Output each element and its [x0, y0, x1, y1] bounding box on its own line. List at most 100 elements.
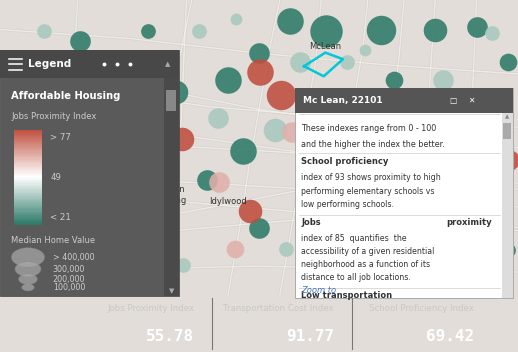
- Point: [39, 167, 47, 173]
- FancyBboxPatch shape: [14, 191, 42, 193]
- Point: [89, 89, 97, 94]
- Text: ▲: ▲: [505, 114, 509, 119]
- Point: [111, 197, 120, 202]
- FancyBboxPatch shape: [14, 188, 42, 189]
- Point: [76, 39, 84, 44]
- FancyBboxPatch shape: [14, 208, 42, 209]
- FancyBboxPatch shape: [14, 219, 42, 220]
- FancyBboxPatch shape: [14, 165, 42, 167]
- Point: [348, 109, 356, 115]
- Point: [239, 148, 248, 153]
- FancyBboxPatch shape: [14, 166, 42, 168]
- Point: [23, 246, 32, 252]
- Text: low performing schools.: low performing schools.: [301, 200, 394, 209]
- FancyBboxPatch shape: [14, 157, 42, 158]
- FancyBboxPatch shape: [14, 142, 42, 143]
- Text: 300,000: 300,000: [53, 265, 85, 274]
- Point: [256, 69, 264, 75]
- FancyBboxPatch shape: [14, 220, 42, 221]
- FancyBboxPatch shape: [14, 146, 42, 148]
- Point: [505, 157, 513, 163]
- Text: Low transportation: Low transportation: [301, 291, 392, 300]
- Point: [282, 246, 291, 252]
- Text: < 21: < 21: [50, 213, 71, 222]
- Text: and the higher the index the better.: and the higher the index the better.: [301, 140, 445, 149]
- FancyBboxPatch shape: [501, 113, 513, 298]
- FancyBboxPatch shape: [14, 199, 42, 200]
- Point: [474, 120, 482, 126]
- Point: [493, 95, 501, 100]
- FancyBboxPatch shape: [14, 134, 42, 136]
- Text: > 77: > 77: [50, 133, 71, 142]
- FancyBboxPatch shape: [14, 149, 42, 150]
- Text: Median Home Value: Median Home Value: [11, 237, 95, 245]
- Text: Legend: Legend: [28, 59, 71, 69]
- Point: [270, 127, 279, 133]
- Point: [277, 92, 285, 98]
- FancyBboxPatch shape: [503, 123, 511, 139]
- Point: [246, 209, 254, 214]
- FancyBboxPatch shape: [0, 50, 179, 78]
- Point: [358, 237, 367, 242]
- FancyBboxPatch shape: [14, 153, 42, 155]
- Point: [410, 216, 419, 222]
- Point: [334, 149, 342, 154]
- Point: [178, 136, 186, 142]
- Text: 91.77: 91.77: [286, 329, 334, 344]
- Text: McLean: McLean: [309, 42, 341, 51]
- Text: Affordable Housing: Affordable Housing: [11, 91, 121, 101]
- FancyBboxPatch shape: [14, 132, 42, 134]
- FancyBboxPatch shape: [14, 164, 42, 165]
- Text: > 400,000: > 400,000: [53, 253, 94, 262]
- Point: [179, 262, 187, 268]
- FancyBboxPatch shape: [14, 190, 42, 191]
- Point: [195, 28, 204, 34]
- FancyBboxPatch shape: [14, 156, 42, 157]
- Point: [91, 167, 99, 173]
- Point: [465, 237, 473, 242]
- FancyBboxPatch shape: [14, 206, 42, 207]
- FancyBboxPatch shape: [14, 180, 42, 181]
- Point: [401, 158, 409, 164]
- Text: Mc Lean, 22101: Mc Lean, 22101: [303, 96, 382, 105]
- FancyBboxPatch shape: [14, 131, 42, 132]
- Point: [343, 59, 351, 65]
- Point: [127, 262, 135, 268]
- Point: [439, 77, 447, 83]
- FancyBboxPatch shape: [14, 186, 42, 187]
- Text: index of 85  quantifies  the: index of 85 quantifies the: [301, 234, 407, 243]
- FancyBboxPatch shape: [14, 170, 42, 171]
- Point: [255, 50, 263, 56]
- Text: proximity: proximity: [447, 218, 492, 227]
- FancyBboxPatch shape: [14, 152, 42, 154]
- FancyBboxPatch shape: [14, 159, 42, 161]
- Point: [11, 58, 20, 63]
- FancyBboxPatch shape: [14, 136, 42, 137]
- Point: [503, 247, 512, 253]
- Text: 55.78: 55.78: [146, 329, 194, 344]
- FancyBboxPatch shape: [14, 130, 42, 131]
- FancyBboxPatch shape: [14, 195, 42, 196]
- FancyBboxPatch shape: [295, 88, 513, 298]
- Point: [143, 28, 152, 34]
- Text: Idylwood: Idylwood: [209, 197, 247, 206]
- FancyBboxPatch shape: [14, 172, 42, 174]
- Point: [203, 177, 211, 183]
- Point: [40, 28, 48, 34]
- Point: [142, 157, 151, 163]
- Text: School proficiency: School proficiency: [301, 157, 388, 166]
- Point: [309, 207, 318, 213]
- Text: 100,000: 100,000: [53, 283, 85, 292]
- Point: [390, 77, 398, 83]
- Point: [488, 30, 496, 35]
- Point: [39, 197, 47, 202]
- FancyBboxPatch shape: [14, 196, 42, 197]
- FancyBboxPatch shape: [14, 209, 42, 210]
- Point: [478, 195, 486, 201]
- FancyBboxPatch shape: [14, 171, 42, 173]
- FancyBboxPatch shape: [14, 168, 42, 169]
- FancyBboxPatch shape: [14, 181, 42, 182]
- FancyBboxPatch shape: [14, 177, 42, 178]
- Point: [163, 226, 171, 232]
- Text: neighborhood as a function of its: neighborhood as a function of its: [301, 260, 430, 269]
